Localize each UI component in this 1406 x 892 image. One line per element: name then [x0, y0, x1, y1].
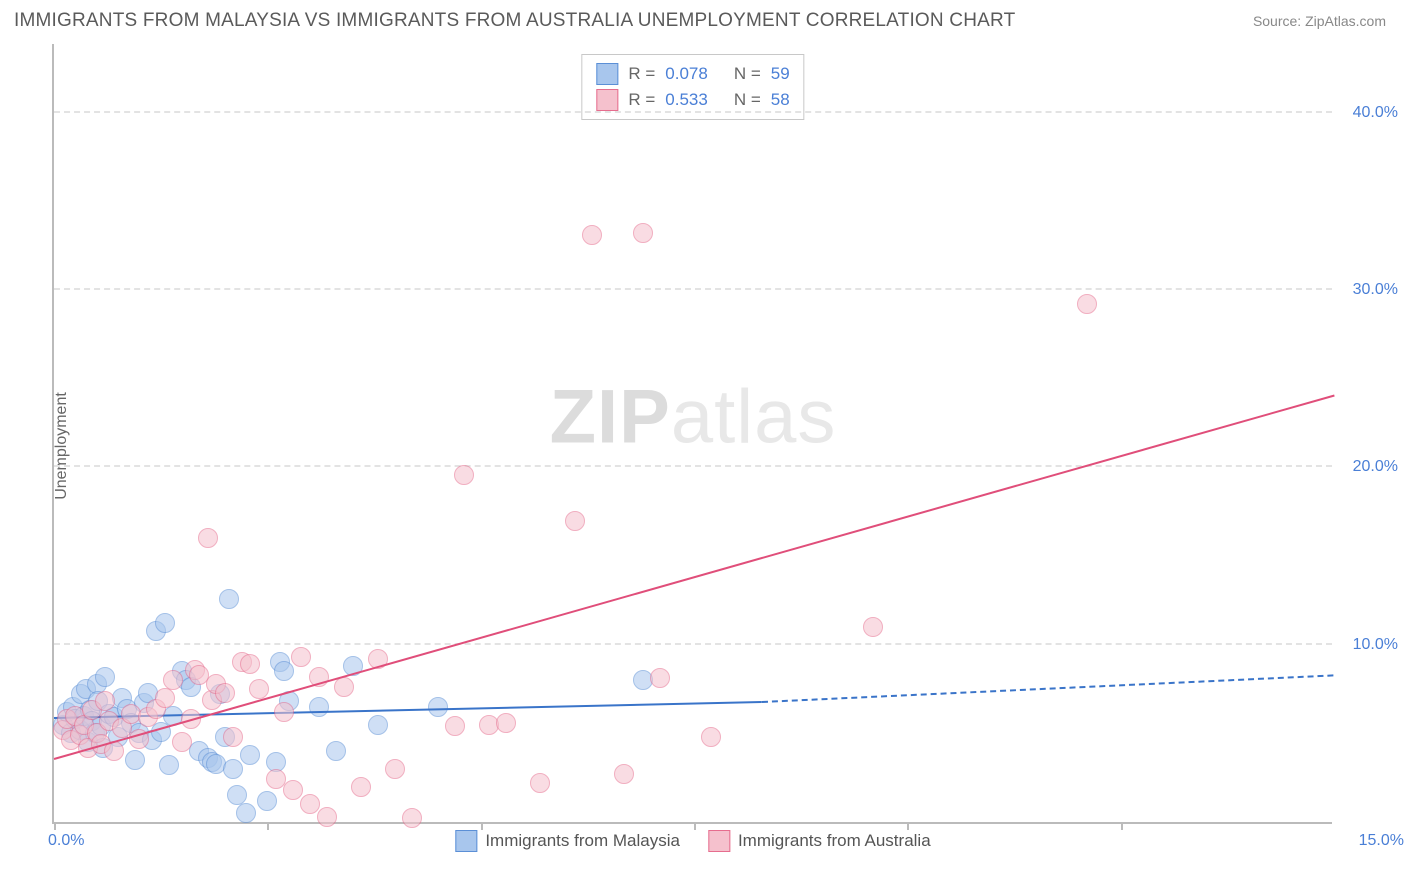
- data-point: [496, 713, 516, 733]
- data-point: [223, 727, 243, 747]
- x-tick: [907, 822, 909, 830]
- data-point: [454, 465, 474, 485]
- data-point: [863, 617, 883, 637]
- legend-item: Immigrants from Malaysia: [455, 830, 680, 852]
- data-point: [650, 668, 670, 688]
- data-point: [402, 808, 422, 828]
- legend-swatch: [708, 830, 730, 852]
- data-point: [633, 223, 653, 243]
- gridline: [54, 288, 1332, 290]
- x-axis-max-label: 15.0%: [1359, 832, 1404, 850]
- data-point: [159, 755, 179, 775]
- gridline: [54, 643, 1332, 645]
- data-point: [334, 677, 354, 697]
- data-point: [95, 691, 115, 711]
- data-point: [223, 759, 243, 779]
- data-point: [125, 750, 145, 770]
- data-point: [274, 702, 294, 722]
- legend-r-value: 0.533: [665, 90, 708, 110]
- data-point: [530, 773, 550, 793]
- legend-n-label: N =: [734, 64, 761, 84]
- legend-n-label: N =: [734, 90, 761, 110]
- legend-r-label: R =: [628, 64, 655, 84]
- legend-swatch: [596, 63, 618, 85]
- watermark: ZIPatlas: [550, 374, 837, 461]
- data-point: [240, 654, 260, 674]
- x-tick: [481, 822, 483, 830]
- legend-n-value: 58: [771, 90, 790, 110]
- data-point: [172, 732, 192, 752]
- y-tick-label: 40.0%: [1353, 104, 1398, 122]
- legend-n-value: 59: [771, 64, 790, 84]
- x-tick: [1121, 822, 1123, 830]
- legend-label: Immigrants from Malaysia: [485, 831, 680, 851]
- data-point: [428, 697, 448, 717]
- data-point: [219, 589, 239, 609]
- data-point: [163, 670, 183, 690]
- data-point: [351, 777, 371, 797]
- series-legend: Immigrants from Malaysia Immigrants from …: [455, 830, 930, 852]
- y-tick-label: 20.0%: [1353, 458, 1398, 476]
- data-point: [317, 807, 337, 827]
- data-point: [300, 794, 320, 814]
- data-point: [274, 661, 294, 681]
- x-axis-min-label: 0.0%: [48, 832, 84, 850]
- legend-r-label: R =: [628, 90, 655, 110]
- data-point: [236, 803, 256, 823]
- y-tick-label: 30.0%: [1353, 281, 1398, 299]
- source-label: Source: ZipAtlas.com: [1253, 13, 1386, 29]
- data-point: [95, 667, 115, 687]
- data-point: [1077, 294, 1097, 314]
- data-point: [385, 759, 405, 779]
- gridline: [54, 111, 1332, 113]
- gridline: [54, 465, 1332, 467]
- legend-swatch: [455, 830, 477, 852]
- data-point: [614, 764, 634, 784]
- legend-swatch: [596, 89, 618, 111]
- data-point: [215, 683, 235, 703]
- data-point: [257, 791, 277, 811]
- data-point: [291, 647, 311, 667]
- legend-row: R = 0.078 N = 59: [596, 61, 789, 87]
- legend-item: Immigrants from Australia: [708, 830, 931, 852]
- data-point: [701, 727, 721, 747]
- data-point: [198, 528, 218, 548]
- x-tick: [267, 822, 269, 830]
- x-tick: [54, 822, 56, 830]
- chart-plot-area: ZIPatlas R = 0.078N = 59R = 0.533N = 58 …: [52, 44, 1332, 824]
- trend-line: [54, 395, 1335, 760]
- data-point: [326, 741, 346, 761]
- data-point: [155, 688, 175, 708]
- data-point: [249, 679, 269, 699]
- y-tick-label: 10.0%: [1353, 636, 1398, 654]
- data-point: [240, 745, 260, 765]
- data-point: [283, 780, 303, 800]
- legend-label: Immigrants from Australia: [738, 831, 931, 851]
- data-point: [155, 613, 175, 633]
- trend-line: [762, 675, 1334, 704]
- data-point: [582, 225, 602, 245]
- data-point: [565, 511, 585, 531]
- legend-r-value: 0.078: [665, 64, 708, 84]
- data-point: [368, 715, 388, 735]
- chart-title: IMMIGRANTS FROM MALAYSIA VS IMMIGRANTS F…: [14, 10, 1015, 32]
- data-point: [445, 716, 465, 736]
- x-tick: [694, 822, 696, 830]
- legend-row: R = 0.533 N = 58: [596, 87, 789, 113]
- data-point: [309, 697, 329, 717]
